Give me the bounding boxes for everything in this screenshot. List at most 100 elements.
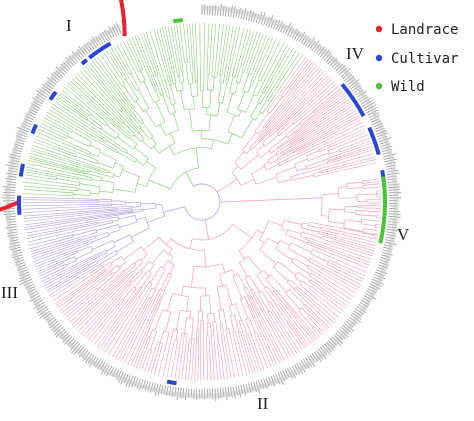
branch-tip (85, 278, 137, 339)
branch-tip (304, 85, 339, 115)
branch-stem (259, 128, 273, 143)
branch-tip (25, 171, 47, 176)
branch-stem (106, 124, 120, 136)
branch-stem (126, 108, 132, 115)
branch-stem (83, 267, 104, 282)
branch-stem (71, 265, 90, 277)
branch-arc (74, 256, 77, 261)
branch-arc (275, 303, 278, 306)
branch-stem (321, 238, 332, 243)
branch-tip (318, 122, 363, 145)
branch-stem (170, 133, 176, 144)
branch-stem (138, 132, 145, 139)
branch-stem (124, 288, 137, 305)
branch-arc (106, 250, 108, 253)
branch-stem (131, 64, 141, 83)
branch-arc (312, 326, 315, 329)
branch-stem (146, 161, 156, 169)
branch-stem (104, 264, 113, 271)
branch-arc (331, 240, 333, 244)
branch-stem (310, 272, 316, 277)
branch-stem (181, 71, 185, 82)
branch-stem (247, 305, 253, 315)
branch-arc (257, 290, 262, 294)
branch-tip (309, 114, 359, 143)
branch-stem (247, 296, 253, 307)
branch-tip (153, 343, 163, 375)
branch-stem (95, 222, 114, 227)
branch-tip (181, 333, 188, 380)
branch-stem (85, 165, 101, 171)
branch-stem (59, 191, 74, 194)
branch-stem (152, 289, 163, 311)
branch-stem (155, 101, 166, 123)
branch-tip (279, 320, 300, 353)
branch-stem (319, 143, 338, 152)
branch-stem (275, 304, 288, 322)
branch-tip (179, 24, 185, 63)
branch-tip (237, 28, 249, 67)
branch-stem (75, 155, 98, 165)
branch-stem (170, 329, 174, 344)
branch-tip (256, 332, 272, 368)
branch-arc (161, 295, 163, 297)
branch-stem (295, 287, 310, 301)
branch-arc (89, 170, 91, 173)
branch-arc (256, 151, 262, 158)
branch-stem (85, 265, 102, 277)
branch-stem (176, 310, 181, 330)
branch-stem (249, 304, 257, 319)
branch-tip (35, 135, 88, 157)
branch-tip (298, 315, 319, 339)
branch-stem (243, 287, 249, 297)
branch-stem (260, 150, 270, 158)
branch-stem (106, 140, 127, 154)
branch-tip (255, 318, 278, 365)
branch-tip (251, 37, 273, 86)
branch-arc (163, 330, 170, 333)
branch-stem (185, 62, 189, 85)
branch-arc (236, 81, 240, 84)
branch-stem (259, 87, 271, 105)
branch-stem (318, 232, 335, 238)
branch-tip (199, 22, 201, 69)
branch-tip (249, 36, 270, 85)
branch-stem (89, 254, 100, 261)
branch-tip (269, 47, 294, 89)
branch-stem (292, 127, 300, 134)
branch-stem (233, 314, 240, 333)
branch-arc (275, 174, 279, 183)
branch-arc (306, 155, 309, 161)
branch-tip (29, 153, 75, 167)
branch-tip (206, 335, 209, 381)
branch-stem (86, 223, 98, 227)
branch-arc (161, 204, 165, 217)
branch-tip (291, 110, 357, 150)
branch-stem (257, 293, 270, 312)
branch-tip (251, 314, 275, 366)
branch-tip (66, 84, 119, 130)
branch-stem (168, 146, 175, 156)
branch-stem (237, 273, 246, 288)
branch-tip (308, 299, 335, 324)
branch-arc (140, 138, 145, 142)
branch-tip (309, 314, 326, 332)
ring-cultivar (88, 41, 112, 60)
branch-tip (34, 138, 59, 149)
branch-stem (275, 142, 291, 154)
branch-stem (83, 172, 103, 178)
branch-stem (136, 216, 146, 221)
branch-stem (134, 258, 140, 264)
branch-tip (235, 27, 245, 61)
branch-stem (256, 275, 266, 288)
tip-label-ring (2, 3, 402, 402)
branch-stem (308, 225, 321, 229)
branch-tip (346, 145, 373, 155)
branch-stem (140, 203, 156, 205)
branch-tip (322, 88, 341, 104)
branch-tip (288, 78, 333, 121)
branch-arc (96, 260, 99, 264)
branch-stem (92, 240, 113, 250)
branch-stem (71, 146, 90, 155)
branch-stem (279, 159, 292, 166)
